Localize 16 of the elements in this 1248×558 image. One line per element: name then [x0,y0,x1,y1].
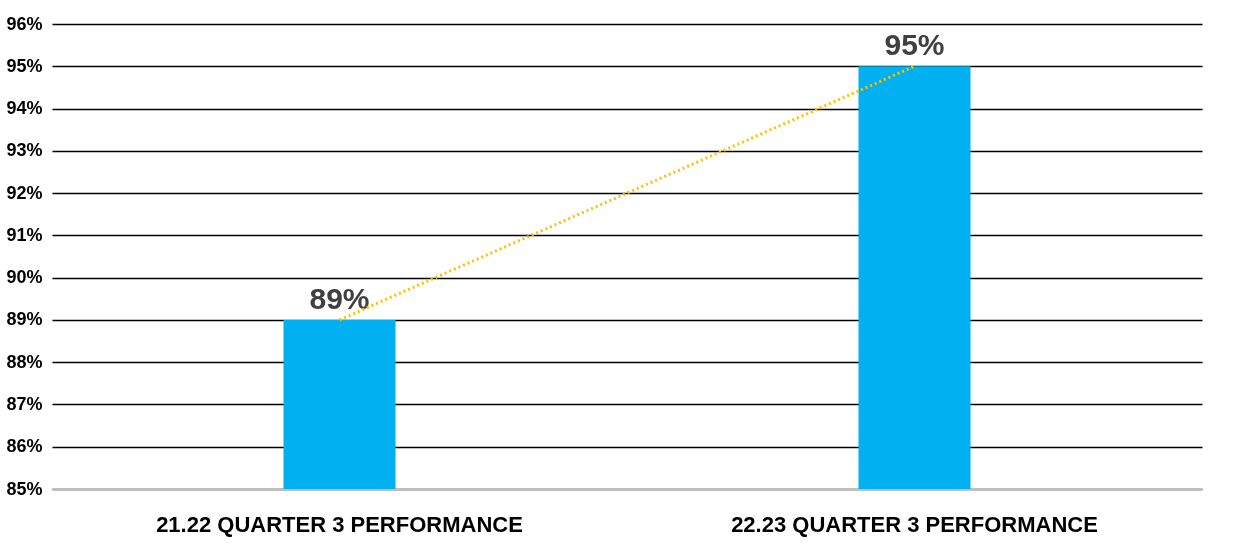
data-label: 95% [884,28,945,62]
data-label: 89% [309,281,370,315]
y-tick-label: 88% [6,351,43,372]
y-tick-label: 89% [6,309,43,330]
y-tick-label: 90% [6,267,43,288]
y-tick-label: 86% [6,436,43,457]
x-tick-label: 22.23 QUARTER 3 PERFORMANCE [731,511,1098,537]
y-tick-label: 96% [6,13,43,34]
y-tick-label: 85% [6,478,43,499]
y-tick-label: 91% [6,224,43,245]
y-tick-label: 94% [6,98,43,119]
y-tick-label: 87% [6,393,43,414]
y-tick-label: 95% [6,55,43,76]
y-tick-label: 92% [6,182,43,203]
x-tick-label: 21.22 QUARTER 3 PERFORMANCE [156,511,523,537]
y-tick-label: 93% [6,140,43,161]
